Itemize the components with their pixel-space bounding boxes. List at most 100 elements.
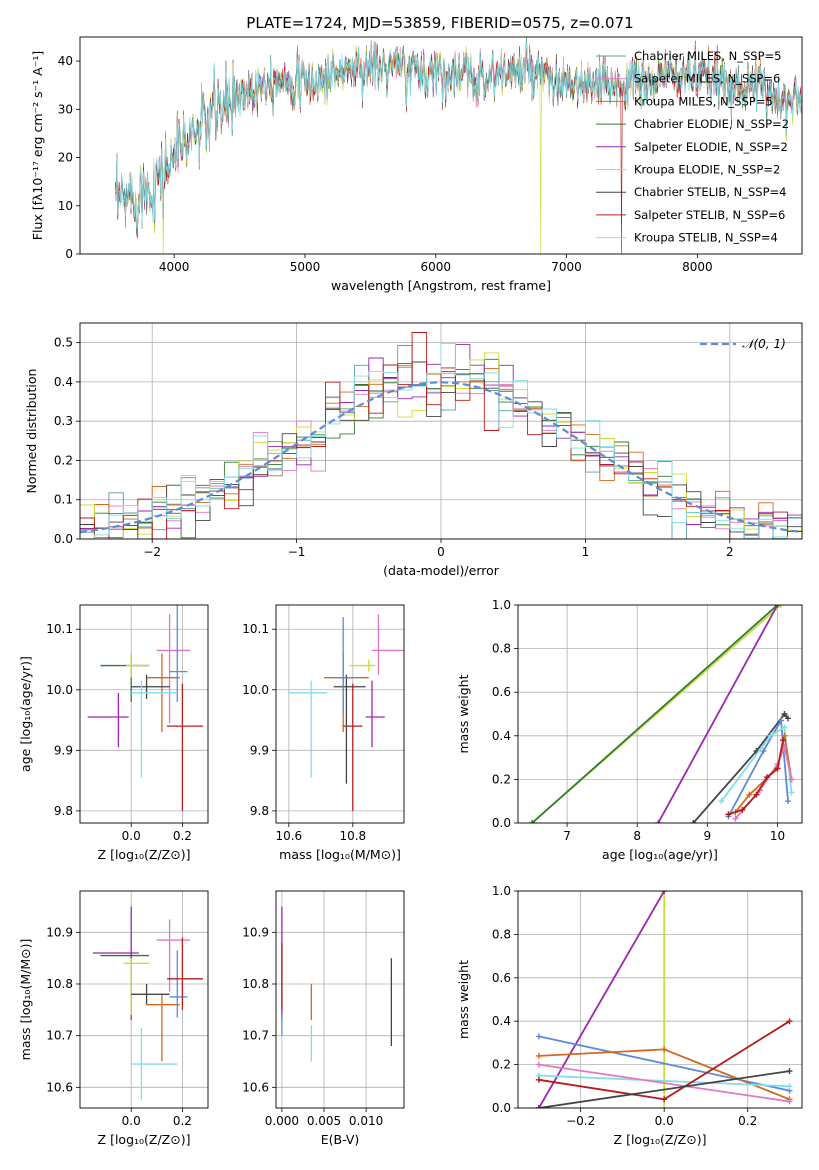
x-tick-label: 0.000 bbox=[265, 1114, 299, 1128]
weight-marker bbox=[661, 1105, 668, 1108]
x-tick-label: 0.010 bbox=[349, 1114, 383, 1128]
y-tick-label: 10.7 bbox=[242, 1029, 269, 1043]
chart-age_vs_mass: 10.6 10.8 9.8 9.9 10.0 10.1 mass [log₁₀(M/M⊙)] bbox=[242, 604, 405, 862]
x-axis-label: Z [log₁₀(Z/Z⊙)] bbox=[614, 1132, 707, 1147]
weight-line bbox=[538, 1063, 790, 1103]
weight-line bbox=[531, 605, 779, 823]
error-bar-point bbox=[167, 937, 203, 1010]
x-tick-label: 0.0 bbox=[655, 1114, 674, 1128]
x-tick-label: 0 bbox=[437, 545, 445, 559]
spectrum-series-line bbox=[115, 41, 802, 229]
x-axis-label: Z [log₁₀(Z/Z⊙)] bbox=[98, 847, 191, 862]
error-bar-point bbox=[131, 680, 178, 778]
chart-mass_vs_Z: 0.0 0.2 10.6 10.7 10.8 10.9 Z [log₁₀(Z/Z⊙)] mas… bbox=[18, 890, 209, 1147]
y-tick-label: 10 bbox=[58, 199, 73, 213]
weight-marker bbox=[786, 1083, 793, 1090]
y-tick-label: 0.8 bbox=[492, 927, 511, 941]
gaussian-curve bbox=[80, 381, 802, 534]
chart-residuals: −2 −1 0 1 2 0.0 0.1 0.2 0.3 0.4 0.5 (data-model)/er… bbox=[24, 322, 803, 578]
x-tick-label: 0.2 bbox=[173, 829, 192, 843]
y-tick-label: 10.9 bbox=[46, 925, 73, 939]
weight-marker bbox=[661, 891, 668, 894]
weight-marker bbox=[784, 798, 791, 805]
axes-frame bbox=[275, 890, 405, 1109]
error-bar-point bbox=[131, 674, 170, 699]
error-bar-point bbox=[372, 614, 404, 675]
legend-label: Chabrier MILES, N_SSP=5 bbox=[634, 49, 781, 63]
y-tick-label: 10.1 bbox=[242, 622, 269, 636]
axes-frame bbox=[79, 322, 803, 540]
plot-area bbox=[80, 323, 802, 539]
chart-age_vs_Z: 0.0 0.2 9.8 9.9 10.0 10.1 Z [log₁₀(Z/Z⊙)] age [… bbox=[18, 604, 209, 862]
legend-label: Salpeter STELIB, N_SSP=6 bbox=[634, 208, 785, 222]
error-bar-point bbox=[87, 692, 129, 748]
weight-marker bbox=[780, 737, 787, 744]
plot-area bbox=[518, 891, 802, 1108]
x-tick-label: 0.005 bbox=[307, 1114, 341, 1128]
x-tick-label: 1 bbox=[582, 545, 590, 559]
weight-marker bbox=[529, 820, 536, 823]
y-tick-label: 0.4 bbox=[54, 375, 73, 389]
weight-marker bbox=[788, 789, 795, 796]
y-tick-label: 10.9 bbox=[242, 925, 269, 939]
axes-frame bbox=[517, 604, 803, 824]
y-tick-label: 0.2 bbox=[492, 772, 511, 786]
legend-label: 𝒩(0, 1) bbox=[742, 337, 786, 351]
weight-marker bbox=[784, 715, 791, 722]
y-tick-label: 9.8 bbox=[54, 804, 73, 818]
weight-marker bbox=[739, 806, 746, 813]
error-bar-point bbox=[336, 617, 353, 714]
weight-marker bbox=[690, 820, 697, 823]
axes-frame bbox=[79, 36, 803, 255]
weight-marker bbox=[661, 1046, 668, 1053]
x-axis-label: age [log₁₀(age/yr)] bbox=[602, 847, 718, 862]
y-tick-label: 9.9 bbox=[250, 743, 269, 757]
plot-area bbox=[80, 605, 208, 823]
x-tick-label: 9 bbox=[704, 829, 712, 843]
x-tick-label: 7 bbox=[563, 829, 571, 843]
y-tick-label: 10.0 bbox=[46, 683, 73, 697]
y-tick-label: 10.0 bbox=[242, 683, 269, 697]
y-tick-label: 10.6 bbox=[46, 1080, 73, 1094]
weight-marker bbox=[786, 1068, 793, 1075]
error-bar-point bbox=[100, 950, 150, 961]
y-tick-label: 10.6 bbox=[242, 1080, 269, 1094]
weight-marker bbox=[535, 1105, 542, 1108]
weight-marker bbox=[763, 774, 770, 781]
weight-marker bbox=[767, 732, 774, 739]
x-tick-label: −0.2 bbox=[566, 1114, 595, 1128]
x-axis-label: E(B-V) bbox=[321, 1132, 360, 1147]
error-bar-point bbox=[343, 683, 363, 811]
x-tick-label: 0.2 bbox=[738, 1114, 757, 1128]
y-tick-label: 0.2 bbox=[492, 1058, 511, 1072]
weight-marker bbox=[746, 791, 753, 798]
legend-label: Salpeter MILES, N_SSP=6 bbox=[634, 72, 780, 86]
weight-marker bbox=[732, 815, 739, 822]
x-tick-label: 4000 bbox=[159, 260, 190, 274]
y-tick-label: 10.8 bbox=[46, 977, 73, 991]
x-tick-label: −2 bbox=[143, 545, 161, 559]
error-bar-point bbox=[126, 653, 150, 678]
error-bar-point bbox=[288, 680, 328, 778]
y-tick-label: 0.8 bbox=[492, 642, 511, 656]
legend-label: Kroupa ELODIE, N_SSP=2 bbox=[634, 163, 780, 177]
histogram-step bbox=[80, 342, 802, 539]
x-tick-label: 0.2 bbox=[173, 1114, 192, 1128]
axes-frame bbox=[517, 890, 803, 1109]
weight-line bbox=[538, 891, 665, 1108]
weight-marker bbox=[535, 1061, 542, 1068]
x-tick-label: 10.6 bbox=[275, 829, 302, 843]
weight-marker bbox=[760, 748, 767, 755]
weight-line bbox=[538, 1035, 790, 1092]
x-tick-label: 5000 bbox=[290, 260, 321, 274]
y-tick-label: 20 bbox=[58, 151, 73, 165]
plot-area bbox=[80, 891, 208, 1108]
error-bar-point bbox=[167, 683, 203, 811]
figure-title: PLATE=1724, MJD=53859, FIBERID=0575, z=0… bbox=[246, 14, 633, 32]
weight-marker bbox=[753, 791, 760, 798]
y-axis-label: mass weight bbox=[456, 674, 471, 753]
y-axis-label: age [log₁₀(age/yr)] bbox=[18, 656, 33, 772]
error-bar-point bbox=[146, 994, 180, 1062]
axes-frame bbox=[79, 604, 209, 824]
